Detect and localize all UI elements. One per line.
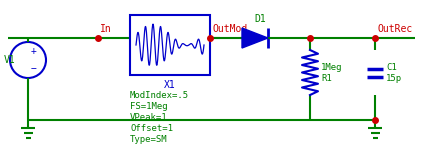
- Text: FS=1Meg: FS=1Meg: [130, 102, 168, 111]
- Text: 1Meg: 1Meg: [321, 63, 342, 72]
- Text: ModIndex=.5: ModIndex=.5: [130, 91, 189, 100]
- Text: 15p: 15p: [386, 74, 402, 83]
- Text: OutMod: OutMod: [212, 24, 247, 34]
- Bar: [130, 15, 210, 75]
- Polygon shape: [242, 28, 268, 48]
- Text: −: −: [31, 64, 37, 74]
- Text: +: +: [31, 46, 37, 56]
- Text: In: In: [100, 24, 112, 34]
- Text: R1: R1: [321, 74, 332, 83]
- Text: V1: V1: [4, 55, 16, 65]
- Text: OutRec: OutRec: [377, 24, 412, 34]
- Text: D1: D1: [254, 14, 266, 24]
- Text: X1: X1: [164, 80, 176, 90]
- Text: Offset=1: Offset=1: [130, 124, 173, 133]
- Text: C1: C1: [386, 63, 397, 72]
- Text: Type=SM: Type=SM: [130, 135, 168, 144]
- Text: VPeak=1: VPeak=1: [130, 113, 168, 122]
